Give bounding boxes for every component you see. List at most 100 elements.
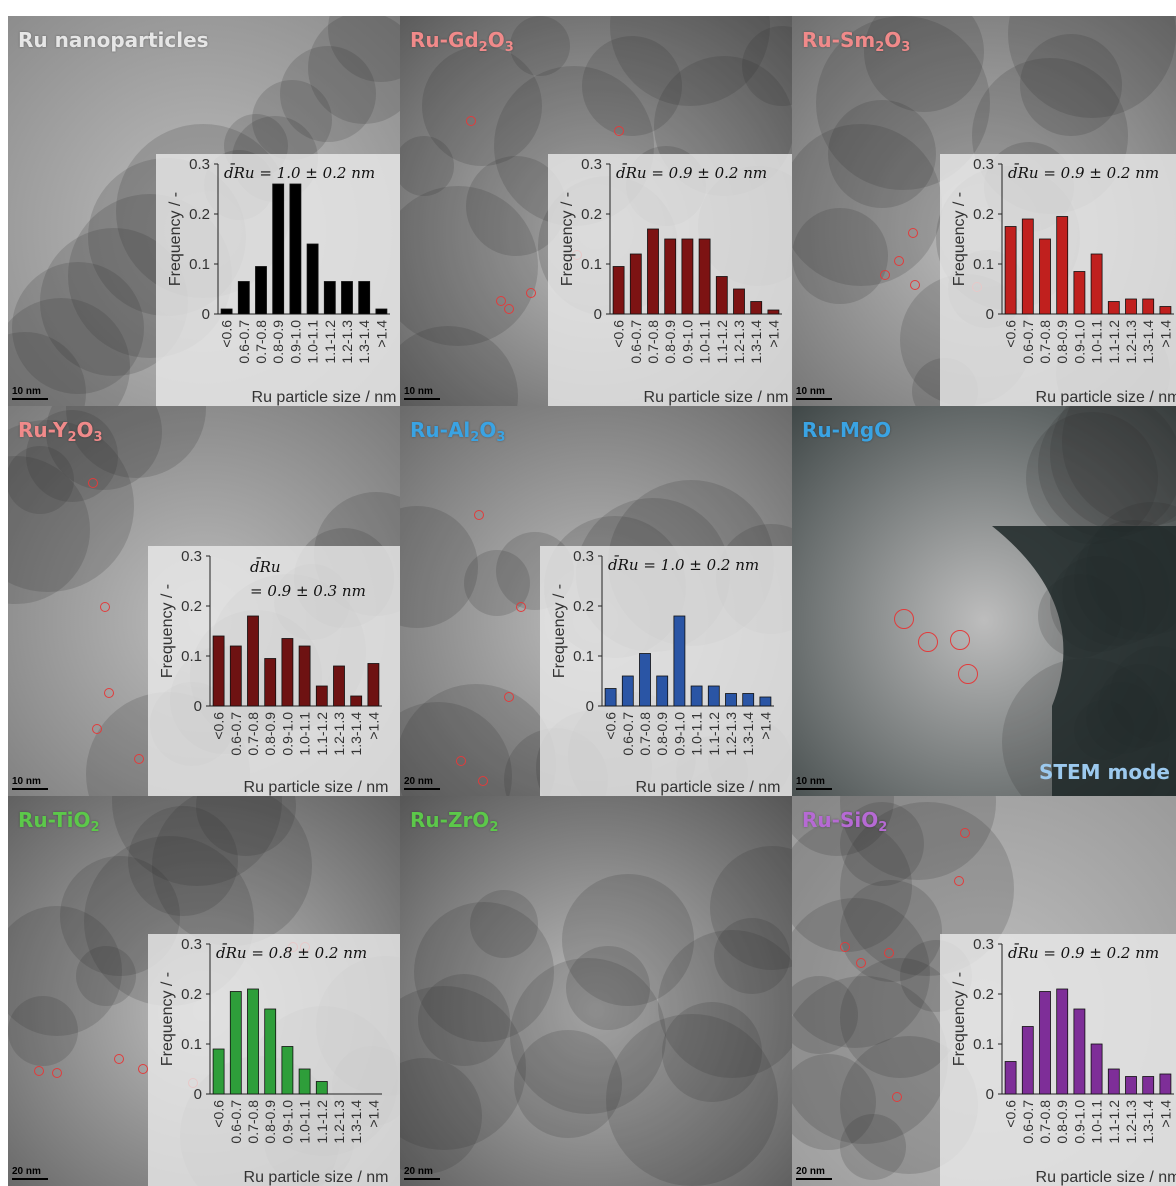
histogram-bar [750,301,763,315]
histogram-inset: 0 0.1 0.2 0.3 Frequency / - <0.6 0.6-0.7 0.7-0.… [540,546,792,796]
mean-size-annotation: d̄Ru = 0.9 ± 0.2 nm [1008,944,1159,962]
panel-title-tail: O [76,418,94,442]
histogram-bar [1159,1073,1172,1095]
histogram-bar [698,238,711,315]
x-tick-label: 0.6-0.7 [236,320,252,364]
x-axis-label: Ru particle size / nm [1036,389,1176,406]
histogram-bar [315,1081,328,1095]
panel-title-main: Ru-Gd [410,28,479,52]
histogram-bar [759,696,772,707]
y-tick-label: 0 [194,1086,202,1103]
particle-marker-circle [526,288,536,298]
y-tick-label: 0.2 [973,206,994,223]
y-tick-label: 0.2 [573,598,594,615]
panel-title: Ru-Y2O3 [18,418,103,445]
x-tick-label: >1.4 [373,320,389,348]
y-tick-label: 0.3 [181,936,202,953]
x-tick-label: 0.8-0.9 [262,1100,278,1144]
histogram-bar [1056,988,1069,1095]
histogram-bar [690,685,703,707]
particle-marker-circle [504,304,514,314]
y-tick-label: 0.2 [181,986,202,1003]
scale-bar: 20 nm [796,1166,832,1180]
histogram-bar [220,308,233,315]
histogram-bar [1021,1026,1034,1095]
histogram-inset: 0 0.1 0.2 0.3 Frequency / - <0.6 0.6-0.7 0.7-0.… [148,546,400,796]
panel-title-subscript: 2 [90,820,100,835]
y-tick-label: 0.3 [581,156,602,173]
x-tick-label: <0.6 [1003,320,1019,348]
tem-panel-1: Ru nanoparticles 10 nm 0 0.1 0.2 0.3 Frequency… [8,16,400,406]
x-tick-label: <0.6 [219,320,235,348]
histogram-bar [298,645,311,707]
scale-bar-label: 10 nm [12,386,41,397]
histogram-bar [1125,298,1137,315]
x-tick-label: 0.7-0.8 [245,1100,261,1144]
x-axis-label: Ru particle size / nm [636,779,781,796]
histogram-bar [647,228,659,315]
panel-title: Ru-MgO [802,418,891,442]
particle-marker-circle [516,602,526,612]
y-tick-label: 0.1 [581,256,602,273]
panel-title-main: Ru-SiO [802,808,879,832]
x-tick-label: 0.7-0.8 [645,320,661,364]
histogram-bar [237,281,250,315]
scale-bar-label: 10 nm [404,386,433,397]
particle-marker-circle [958,664,978,684]
scale-bar: 20 nm [404,1166,440,1180]
panel-title-subscript-2: 3 [901,40,911,55]
x-tick-label: 0.9-1.0 [279,712,295,756]
particle-marker-circle [910,280,920,290]
histogram-bar [229,645,242,707]
x-tick-label: 1.0-1.1 [297,712,313,756]
y-tick-label: 0.2 [181,598,202,615]
y-tick-label: 0 [594,306,602,323]
histogram-chart: 0 0.1 0.2 0.3 Frequency / - <0.6 0.6-0.7 0.7-0.… [156,154,400,406]
x-tick-label: >1.4 [757,712,773,740]
panel-title: Ru nanoparticles [18,28,209,52]
panel-title-subscript-2: 3 [504,40,514,55]
stem-mode-label: STEM mode [1038,760,1170,784]
scale-bar-line [404,1178,440,1180]
histogram-bar [1004,1061,1017,1095]
histogram-bar [315,685,328,707]
x-tick-label: <0.6 [1003,1100,1019,1128]
y-tick-label: 0 [202,306,210,323]
mean-size-annotation: d̄Ru = 1.0 ± 0.2 nm [224,164,375,182]
scale-bar-line [796,1178,832,1180]
histogram-bar [1159,306,1172,315]
panel-title-main: Ru-TiO [18,808,91,832]
x-tick-label: 1.1-1.2 [714,320,730,364]
x-tick-label: 1.3-1.4 [356,320,372,364]
inset-background [540,546,792,796]
histogram-inset: 0 0.1 0.2 0.3 Frequency / - <0.6 0.6-0.7 0.7-0.… [940,934,1176,1186]
x-tick-label: 1.2-1.3 [723,712,739,756]
particle-marker-circle [960,828,970,838]
particle-marker-circle [478,776,488,786]
panel-title-subscript: 2 [875,40,885,55]
x-tick-label: 0.9-1.0 [1071,1100,1087,1144]
particle-marker-circle [104,688,114,698]
particle-marker-circle [918,632,938,652]
scale-bar-label: 20 nm [404,1166,433,1177]
y-axis-label: Frequency / - [951,192,968,286]
x-axis-label: Ru particle size / nm [252,389,397,406]
histogram-bar [298,1068,311,1095]
x-axis-label: Ru particle size / nm [644,389,789,406]
x-tick-label: 1.1-1.2 [322,320,338,364]
histogram-bar [681,238,694,315]
tem-panel-5: Ru-Al2O3 20 nm 0 0.1 0.2 0.3 Frequency / - <0.6… [400,406,792,796]
x-tick-label: 0.8-0.9 [1054,320,1070,364]
particle-marker-circle [894,256,904,266]
x-tick-label: 0.6-0.7 [228,712,244,756]
y-tick-label: 0.3 [973,156,994,173]
x-tick-label: 1.3-1.4 [1140,1100,1156,1144]
histogram-bar [1056,216,1069,315]
histogram-bar [358,281,371,315]
x-tick-label: >1.4 [1157,1100,1173,1128]
panel-title-main: Ru-MgO [802,418,892,442]
x-tick-label: 1.2-1.3 [1123,320,1139,364]
particle-marker-circle [908,228,918,238]
scale-bar-line [12,788,48,790]
scale-bar-label: 10 nm [796,386,825,397]
